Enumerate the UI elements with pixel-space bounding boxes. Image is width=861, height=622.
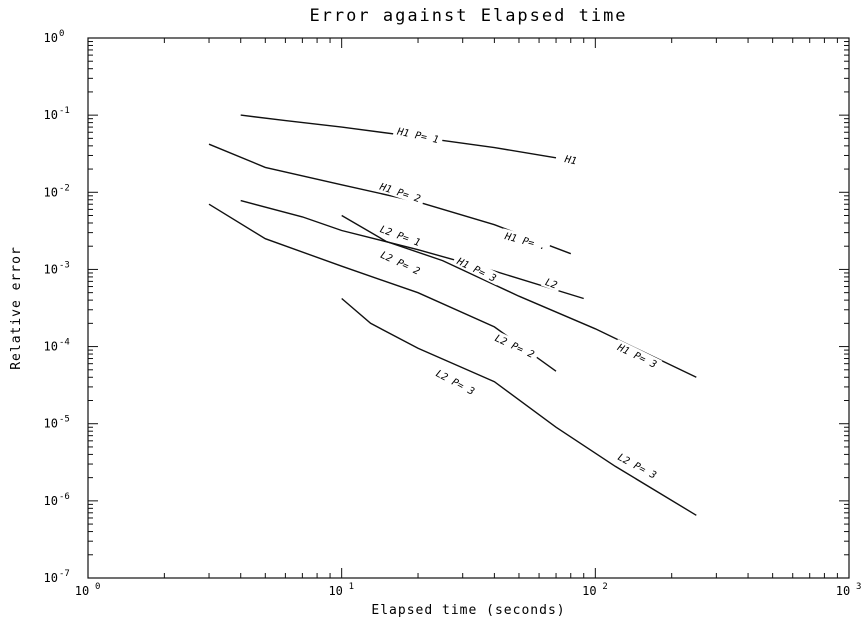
- curve-label-text: L2: [543, 277, 558, 291]
- curve-label: H1 P= .: [500, 228, 552, 253]
- curve-label: L2: [540, 274, 563, 292]
- curve-label-text: H1 P= 2: [377, 181, 421, 205]
- x-tick-exponent: 0: [95, 582, 100, 592]
- series-line-6: [341, 297, 697, 516]
- y-tick-label: 10: [44, 262, 58, 276]
- curve-label-knockout: [612, 339, 663, 372]
- y-tick-label: 10: [44, 571, 58, 585]
- y-tick-exponent: -5: [59, 415, 70, 425]
- curve-label: H1: [560, 151, 582, 168]
- curve-label: L2 P= 2: [375, 246, 426, 279]
- curve-label-knockout: [392, 123, 444, 146]
- y-tick-label: 10: [44, 417, 58, 431]
- curve-label-knockout: [490, 329, 540, 362]
- y-tick-exponent: -4: [59, 338, 70, 348]
- y-tick-exponent: -3: [59, 260, 70, 270]
- x-tick-exponent: 3: [856, 582, 861, 592]
- curve-label: H1 P= 2: [375, 178, 426, 206]
- axis-tick-labels: 10 0 10 1 10 2 10 310 010 -110 -210 -310 -410 -510 -61…: [44, 29, 861, 598]
- x-axis-label: Elapsed time (seconds): [371, 603, 565, 618]
- series-line-4: [341, 214, 697, 378]
- curve-label-knockout: [500, 228, 552, 253]
- x-tick-label: 10: [328, 584, 342, 598]
- curve-label-knockout: [612, 448, 663, 483]
- curve-label: L2 P= 3: [430, 364, 481, 399]
- y-tick-exponent: -6: [59, 492, 70, 502]
- curve-label-knockout: [430, 364, 481, 399]
- x-tick-label: 10: [75, 584, 89, 598]
- y-tick-label: 10: [44, 494, 58, 508]
- x-tick-exponent: 2: [602, 582, 607, 592]
- curve-label-knockout: [375, 178, 426, 206]
- y-tick-exponent: -7: [59, 569, 70, 579]
- curve-label-knockout: [560, 151, 582, 168]
- curve-label: L2 P= 2: [490, 329, 540, 362]
- y-tick-label: 10: [44, 185, 58, 199]
- curve-label-text: H1: [563, 154, 578, 167]
- x-tick-exponent: 1: [349, 582, 354, 592]
- y-tick-exponent: -1: [59, 106, 70, 116]
- curve-label-knockout: [452, 252, 502, 286]
- curve-label: L2 P= 3: [612, 448, 663, 483]
- y-tick-exponent: -2: [59, 183, 70, 193]
- axis-ticks: [87, 38, 849, 579]
- x-tick-label: 10: [582, 584, 596, 598]
- y-tick-label: 10: [44, 31, 58, 45]
- y-tick-label: 10: [44, 108, 58, 122]
- x-tick-label: 10: [836, 584, 850, 598]
- curve-label: H1 P= 3: [612, 339, 663, 372]
- series-line-5: [208, 203, 557, 372]
- curve-label-text: L2 P= 2: [493, 333, 536, 361]
- chart-title: Error against Elapsed time: [309, 6, 627, 26]
- series-line-3: [240, 199, 584, 300]
- curve-label: H1 P= 3: [452, 252, 502, 286]
- series-line-1: [240, 114, 557, 159]
- curve-label-text: L2 P= 2: [378, 250, 421, 278]
- y-tick-exponent: 0: [59, 29, 64, 39]
- y-tick-label: 10: [44, 340, 58, 354]
- curve-label-knockout: [375, 221, 426, 250]
- curve-label-knockout: [375, 246, 426, 279]
- curve-label-knockout: [540, 274, 563, 292]
- curve-label: H1 P= 1: [392, 123, 444, 146]
- plot-frame: [87, 37, 850, 579]
- y-axis-label: Relative error: [9, 246, 24, 370]
